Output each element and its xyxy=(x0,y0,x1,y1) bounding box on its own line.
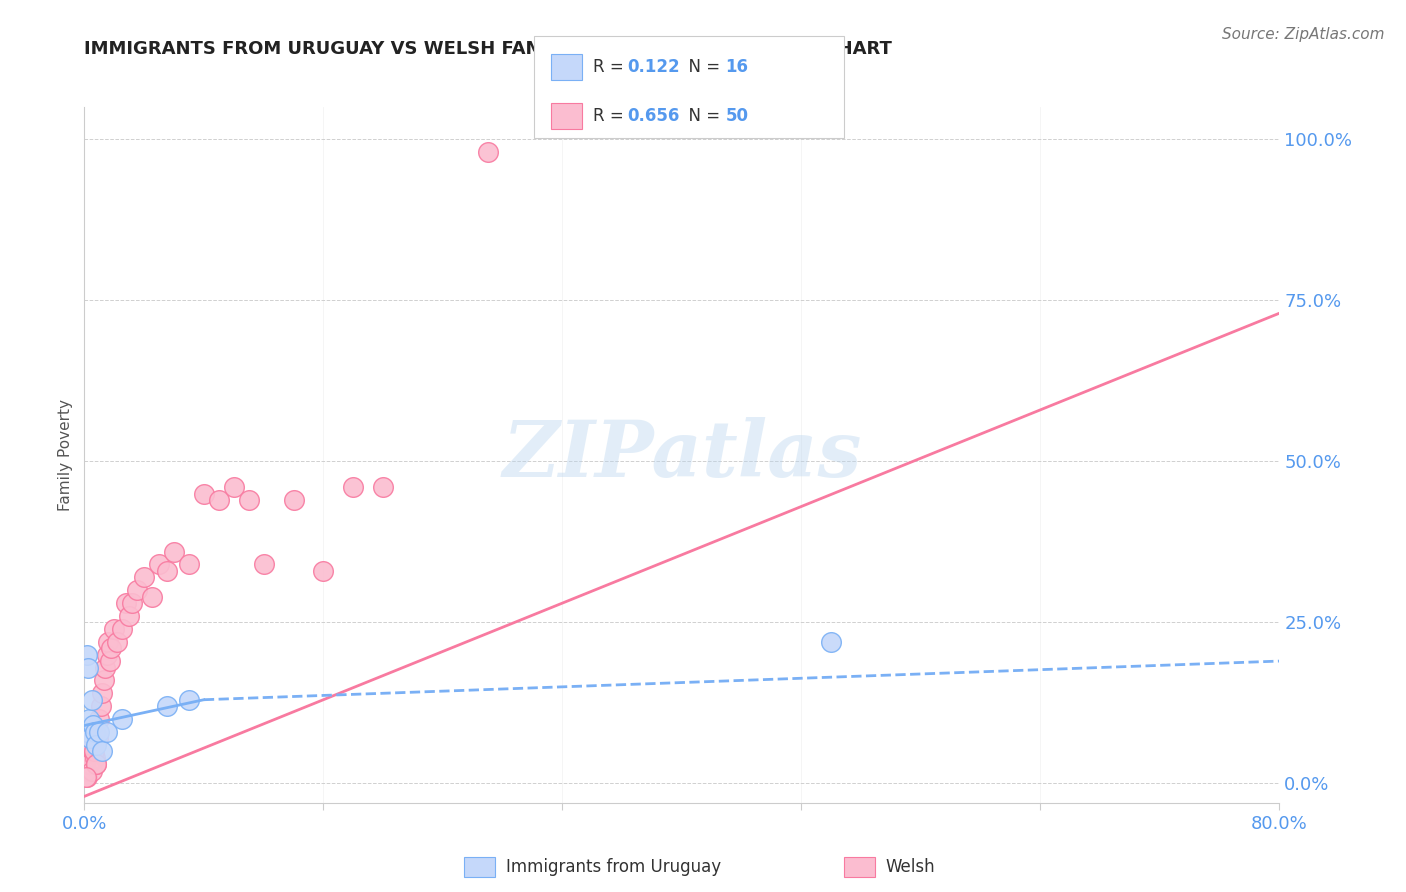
Point xyxy=(77,660,100,674)
Point xyxy=(87,731,110,746)
Point xyxy=(121,596,143,610)
Point xyxy=(125,583,148,598)
Point xyxy=(96,725,118,739)
Point xyxy=(75,764,97,778)
Point xyxy=(105,634,128,648)
Point xyxy=(77,744,100,758)
Point xyxy=(91,744,114,758)
Text: 50: 50 xyxy=(725,107,748,125)
Point xyxy=(177,558,200,572)
Point xyxy=(148,558,170,572)
Point xyxy=(103,622,125,636)
Point xyxy=(76,725,98,739)
Point xyxy=(155,564,177,578)
Point xyxy=(238,493,260,508)
Point xyxy=(82,718,104,732)
Point xyxy=(208,493,231,508)
Point xyxy=(82,725,104,739)
Point xyxy=(82,744,104,758)
Point xyxy=(79,738,101,752)
Point xyxy=(177,692,200,706)
Point xyxy=(75,757,97,772)
Point xyxy=(86,738,108,752)
Point xyxy=(312,564,335,578)
Point xyxy=(115,596,138,610)
Point xyxy=(83,744,105,758)
Text: R =: R = xyxy=(593,58,630,76)
Point xyxy=(132,570,156,584)
Point xyxy=(100,641,122,656)
Text: Source: ZipAtlas.com: Source: ZipAtlas.com xyxy=(1222,27,1385,42)
Text: N =: N = xyxy=(678,58,725,76)
Point xyxy=(90,699,112,714)
Point xyxy=(283,493,305,508)
Text: 0.656: 0.656 xyxy=(627,107,679,125)
Point xyxy=(193,486,215,500)
Text: Immigrants from Uruguay: Immigrants from Uruguay xyxy=(506,858,721,876)
Point xyxy=(477,145,499,160)
Point xyxy=(141,590,163,604)
Text: 0.122: 0.122 xyxy=(627,58,679,76)
Point xyxy=(98,654,121,668)
Point xyxy=(83,725,105,739)
Point xyxy=(79,731,101,746)
Point xyxy=(111,622,134,636)
Point xyxy=(75,770,97,784)
Point xyxy=(91,686,114,700)
Y-axis label: Family Poverty: Family Poverty xyxy=(58,399,73,511)
Point xyxy=(111,712,134,726)
Point xyxy=(77,757,100,772)
Text: Welsh: Welsh xyxy=(886,858,935,876)
Text: IMMIGRANTS FROM URUGUAY VS WELSH FAMILY POVERTY CORRELATION CHART: IMMIGRANTS FROM URUGUAY VS WELSH FAMILY … xyxy=(84,40,893,58)
Point xyxy=(253,558,276,572)
Point xyxy=(94,660,117,674)
Point xyxy=(80,764,103,778)
Point xyxy=(96,648,118,662)
Point xyxy=(820,634,842,648)
Point xyxy=(97,634,120,648)
Point xyxy=(83,750,105,764)
Point xyxy=(76,648,98,662)
Text: 16: 16 xyxy=(725,58,748,76)
Point xyxy=(80,692,103,706)
Point xyxy=(155,699,177,714)
Point xyxy=(84,757,107,772)
Point xyxy=(77,712,100,726)
Text: N =: N = xyxy=(678,107,725,125)
Point xyxy=(76,750,98,764)
Point xyxy=(371,480,394,494)
Text: R =: R = xyxy=(593,107,630,125)
Point xyxy=(80,738,103,752)
Point xyxy=(89,712,111,726)
Point xyxy=(222,480,245,494)
Point xyxy=(76,770,98,784)
Point xyxy=(342,480,364,494)
Point xyxy=(86,757,108,772)
Point xyxy=(163,544,186,558)
Point xyxy=(93,673,115,688)
Text: ZIPatlas: ZIPatlas xyxy=(502,417,862,493)
Point xyxy=(79,725,101,739)
Point xyxy=(89,725,111,739)
Point xyxy=(118,609,141,624)
